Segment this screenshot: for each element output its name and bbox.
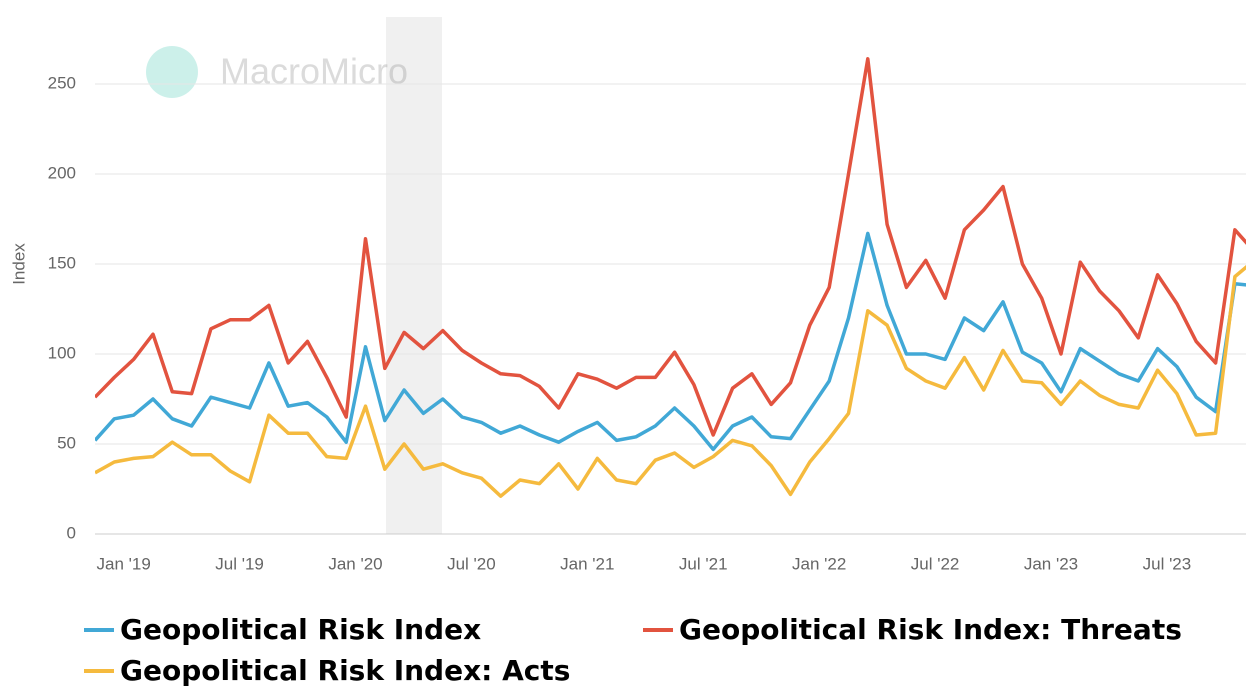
legend-label: Geopolitical Risk Index: Threats (679, 613, 1182, 646)
x-tick-label: Jul '23 (1143, 554, 1192, 573)
y-tick-label: 250 (48, 73, 76, 92)
x-tick-label: Jan '23 (1024, 554, 1078, 573)
x-tick-label: Jul '20 (447, 554, 496, 573)
x-axis: Jan '19 Jul '19 Jan '20 Jul '20 Jan '21 Jul '… (96, 554, 1191, 573)
y-tick-label: 100 (48, 343, 76, 362)
x-tick-label: Jan '22 (792, 554, 846, 573)
x-tick-label: Jan '19 (96, 554, 150, 573)
legend-label: Geopolitical Risk Index (120, 613, 481, 646)
y-tick-label: 0 (67, 523, 76, 542)
plot (95, 57, 1246, 498)
legend: Geopolitical Risk Index Geopolitical Risk… (84, 613, 1182, 687)
x-tick-label: Jan '20 (328, 554, 382, 573)
watermark: MacroMicro (146, 46, 408, 98)
grid: 0 50 100 150 200 250 (48, 73, 1246, 542)
x-tick-label: Jul '21 (679, 554, 728, 573)
recession-band (386, 17, 442, 534)
x-tick-label: Jan '21 (560, 554, 614, 573)
watermark-logo (146, 46, 198, 98)
series-line (95, 264, 1246, 498)
y-axis-label: Index (9, 243, 28, 285)
series-line (95, 231, 1246, 452)
series-line (95, 57, 1246, 437)
y-tick-label: 50 (57, 433, 76, 452)
y-tick-label: 200 (48, 163, 76, 182)
x-tick-label: Jul '22 (911, 554, 960, 573)
watermark-text: MacroMicro (220, 51, 408, 92)
x-tick-label: Jul '19 (215, 554, 264, 573)
legend-label: Geopolitical Risk Index: Acts (120, 654, 570, 687)
y-tick-label: 150 (48, 253, 76, 272)
